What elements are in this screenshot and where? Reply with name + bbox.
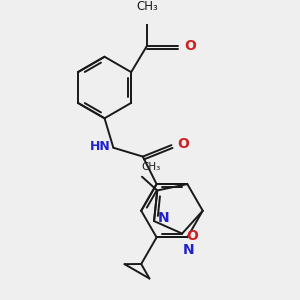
Text: O: O [177,137,189,151]
Text: CH₃: CH₃ [141,162,160,172]
Text: O: O [184,39,196,53]
Text: HN: HN [90,140,111,153]
Text: CH₃: CH₃ [136,0,158,13]
Text: N: N [158,211,170,225]
Text: O: O [186,229,198,243]
Text: N: N [183,243,194,257]
